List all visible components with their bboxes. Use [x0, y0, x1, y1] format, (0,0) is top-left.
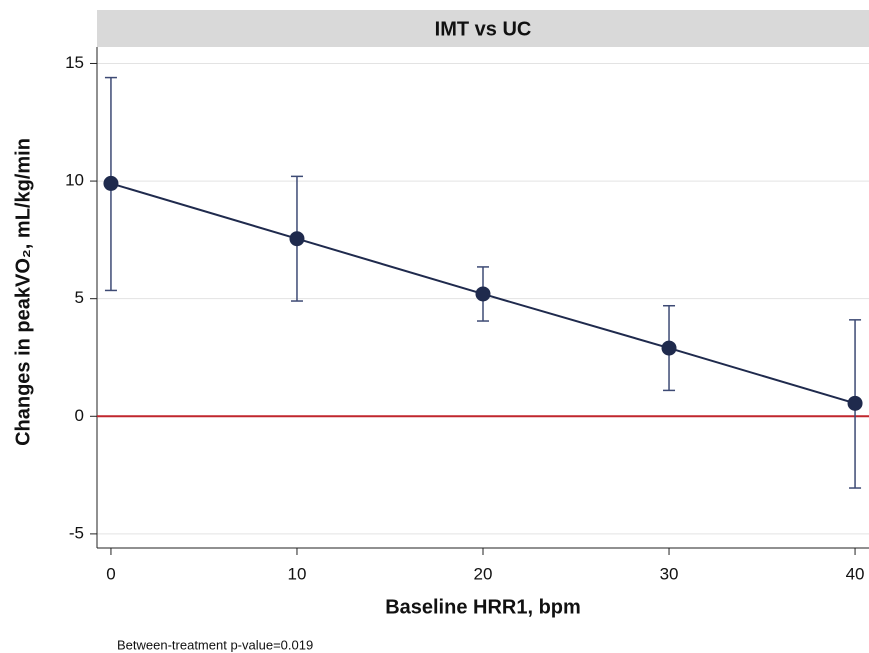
data-point	[475, 286, 491, 302]
chart-title: IMT vs UC	[435, 18, 532, 40]
x-tick-label: 0	[106, 564, 115, 583]
data-point	[289, 231, 305, 247]
x-tick-label: 30	[660, 564, 679, 583]
y-axis-label: Changes in peakVO₂, mL/kg/min	[12, 138, 34, 446]
y-tick-label: 15	[65, 53, 84, 72]
data-point	[847, 395, 863, 411]
y-tick-label: -5	[69, 523, 84, 542]
x-axis-label: Baseline HRR1, bpm	[385, 596, 581, 618]
data-point	[103, 175, 119, 191]
y-tick-label: 5	[75, 288, 84, 307]
x-tick-label: 40	[846, 564, 865, 583]
x-tick-label: 10	[288, 564, 307, 583]
y-tick-label: 10	[65, 171, 84, 190]
footnote: Between-treatment p-value=0.019	[117, 637, 313, 652]
x-tick-label: 20	[474, 564, 493, 583]
title-strip	[97, 10, 869, 47]
data-point	[661, 340, 677, 356]
y-tick-label: 0	[75, 406, 84, 425]
